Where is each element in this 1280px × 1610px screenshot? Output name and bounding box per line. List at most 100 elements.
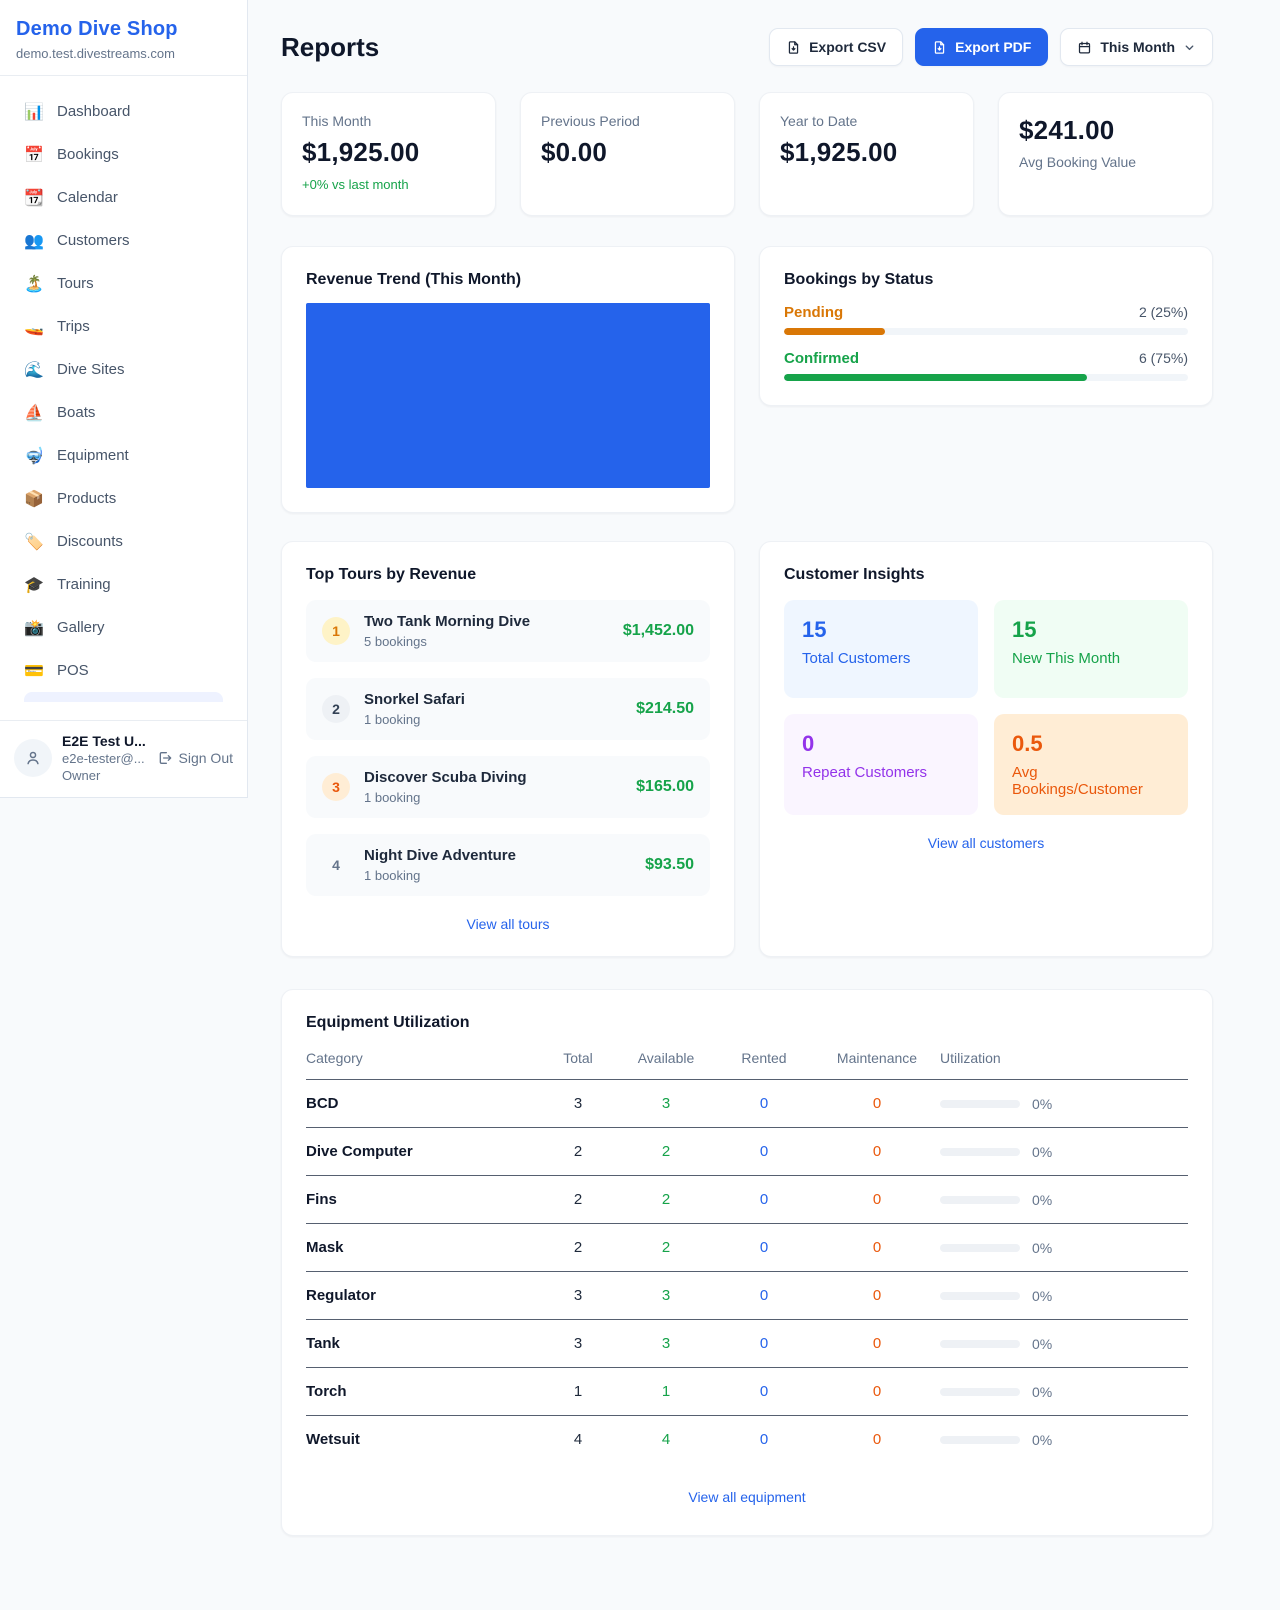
sidebar-item-dashboard[interactable]: 📊 Dashboard bbox=[12, 90, 235, 133]
tour-bookings: 5 bookings bbox=[364, 634, 427, 649]
tile-value: 15 bbox=[1012, 617, 1037, 642]
sidebar-item-label: Calendar bbox=[57, 189, 118, 206]
user-email: e2e-tester@... bbox=[62, 751, 145, 766]
cell-category: Fins bbox=[306, 1191, 337, 1208]
utilization-bar-track bbox=[940, 1099, 1020, 1108]
stat-value: $1,925.00 bbox=[302, 137, 420, 167]
sidebar-item-label: Customers bbox=[57, 232, 130, 249]
sidebar-item-label: Gallery bbox=[57, 619, 105, 636]
cell-utilization: 0% bbox=[940, 1096, 1188, 1112]
insight-tiles: 15 Total Customers 15 New This Month 0 R… bbox=[784, 600, 1188, 815]
sidebar-item-training[interactable]: 🎓 Training bbox=[12, 563, 235, 606]
sidebar-user-section: E2E Test U... e2e-tester@... Owner Sign … bbox=[0, 720, 247, 797]
page-title: Reports bbox=[281, 31, 380, 62]
status-bar-track bbox=[784, 374, 1188, 381]
export-csv-label: Export CSV bbox=[809, 39, 887, 55]
stat-value: $0.00 bbox=[541, 137, 608, 167]
utilization-percent: 0% bbox=[1032, 1383, 1053, 1400]
sidebar-item-label: Training bbox=[57, 576, 111, 593]
cell-utilization: 0% bbox=[940, 1240, 1188, 1256]
tile-value: 0.5 bbox=[1012, 731, 1043, 756]
utilization-bar-track bbox=[940, 1435, 1020, 1444]
export-csv-button[interactable]: Export CSV bbox=[769, 28, 904, 66]
table-row: Tank 3 3 0 0 0% bbox=[306, 1320, 1188, 1368]
sidebar-item-discounts[interactable]: 🏷️ Discounts bbox=[12, 520, 235, 563]
page-header: Reports Export CSV Export PDF This Month bbox=[281, 28, 1213, 66]
sidebar-item-gallery[interactable]: 📸 Gallery bbox=[12, 606, 235, 649]
sidebar-item-calendar[interactable]: 📆 Calendar bbox=[12, 176, 235, 219]
sidebar-item-label: Dashboard bbox=[57, 103, 131, 120]
cell-total: 4 bbox=[573, 1431, 583, 1448]
table-row: Fins 2 2 0 0 0% bbox=[306, 1176, 1188, 1224]
tile-avg-bookings-customer: 0.5 Avg Bookings/Customer bbox=[994, 714, 1188, 815]
dive-sites-icon: 🌊 bbox=[24, 361, 44, 379]
utilization-bar-track bbox=[940, 1195, 1020, 1204]
export-pdf-label: Export PDF bbox=[955, 39, 1032, 55]
avatar bbox=[14, 739, 52, 777]
cell-rented: 0 bbox=[759, 1143, 769, 1160]
customers-icon: 👥 bbox=[24, 232, 44, 250]
rank-badge: 3 bbox=[322, 773, 350, 801]
stat-card-previous-period: Previous Period $0.00 bbox=[520, 92, 735, 216]
cell-category: Tank bbox=[306, 1335, 340, 1352]
sidebar-item-label: Products bbox=[57, 490, 117, 507]
view-all-customers-link[interactable]: View all customers bbox=[927, 835, 1045, 851]
cell-rented: 0 bbox=[759, 1095, 769, 1112]
file-download-icon bbox=[788, 40, 799, 54]
header-actions: Export CSV Export PDF This Month bbox=[769, 28, 1213, 66]
top-tours-card: Top Tours by Revenue 1 Two Tank Morning … bbox=[281, 541, 735, 957]
tile-total-customers: 15 Total Customers bbox=[784, 600, 978, 698]
cell-total: 3 bbox=[573, 1287, 583, 1304]
sign-out-button[interactable]: Sign Out bbox=[157, 750, 233, 766]
discounts-icon: 🏷️ bbox=[24, 533, 44, 551]
cell-available: 2 bbox=[661, 1143, 671, 1160]
sidebar-item-reports-active-partial[interactable] bbox=[24, 692, 223, 702]
utilization-percent: 0% bbox=[1032, 1095, 1053, 1112]
sidebar-item-pos[interactable]: 💳 POS bbox=[12, 649, 235, 692]
view-all-equipment-link[interactable]: View all equipment bbox=[688, 1489, 806, 1505]
revenue-trend-card: Revenue Trend (This Month) bbox=[281, 246, 735, 513]
tour-amount: $214.50 bbox=[636, 700, 694, 717]
sidebar-item-label: Equipment bbox=[57, 447, 129, 464]
stat-value: $241.00 bbox=[1019, 115, 1115, 145]
sidebar-item-label: Bookings bbox=[57, 146, 119, 163]
utilization-percent: 0% bbox=[1032, 1287, 1053, 1304]
sidebar-item-tours[interactable]: 🏝️ Tours bbox=[12, 262, 235, 305]
export-pdf-button[interactable]: Export PDF bbox=[915, 28, 1049, 66]
view-all-tours-link[interactable]: View all tours bbox=[466, 916, 550, 932]
col-header-maintenance: Maintenance bbox=[836, 1050, 918, 1066]
cell-rented: 0 bbox=[759, 1431, 769, 1448]
utilization-bar-track bbox=[940, 1147, 1020, 1156]
user-icon bbox=[27, 751, 39, 765]
cell-available: 1 bbox=[661, 1383, 671, 1400]
bookings-by-status-title: Bookings by Status bbox=[784, 271, 934, 288]
sidebar-item-equipment[interactable]: 🤿 Equipment bbox=[12, 434, 235, 477]
utilization-percent: 0% bbox=[1032, 1335, 1053, 1352]
sidebar-item-customers[interactable]: 👥 Customers bbox=[12, 219, 235, 262]
status-bar-fill bbox=[784, 374, 1087, 381]
charts-row: Revenue Trend (This Month) Bookings by S… bbox=[281, 246, 1213, 513]
sidebar-item-bookings[interactable]: 📅 Bookings bbox=[12, 133, 235, 176]
stat-label: This Month bbox=[302, 113, 372, 129]
cell-utilization: 0% bbox=[940, 1192, 1188, 1208]
tile-repeat-customers: 0 Repeat Customers bbox=[784, 714, 978, 815]
sidebar-item-boats[interactable]: ⛵ Boats bbox=[12, 391, 235, 434]
utilization-bar-track bbox=[940, 1243, 1020, 1252]
sidebar-item-trips[interactable]: 🚤 Trips bbox=[12, 305, 235, 348]
sidebar-item-label: Tours bbox=[57, 275, 94, 292]
trips-icon: 🚤 bbox=[24, 318, 44, 336]
cell-maintenance: 0 bbox=[872, 1287, 882, 1304]
cell-maintenance: 0 bbox=[872, 1239, 882, 1256]
stat-label: Avg Booking Value bbox=[1019, 154, 1137, 170]
period-dropdown[interactable]: This Month bbox=[1060, 28, 1213, 66]
stat-card-avg-booking-value: $241.00 Avg Booking Value bbox=[998, 92, 1213, 216]
sidebar-item-label: Dive Sites bbox=[57, 361, 125, 378]
sign-out-icon bbox=[159, 752, 171, 764]
tile-value: 0 bbox=[802, 731, 815, 756]
boats-icon: ⛵ bbox=[24, 404, 44, 422]
equipment-table: Category Total Available Rented Maintena… bbox=[306, 1050, 1188, 1463]
table-row: Torch 1 1 0 0 0% bbox=[306, 1368, 1188, 1416]
cell-rented: 0 bbox=[759, 1335, 769, 1352]
sidebar-item-dive-sites[interactable]: 🌊 Dive Sites bbox=[12, 348, 235, 391]
sidebar-item-products[interactable]: 📦 Products bbox=[12, 477, 235, 520]
